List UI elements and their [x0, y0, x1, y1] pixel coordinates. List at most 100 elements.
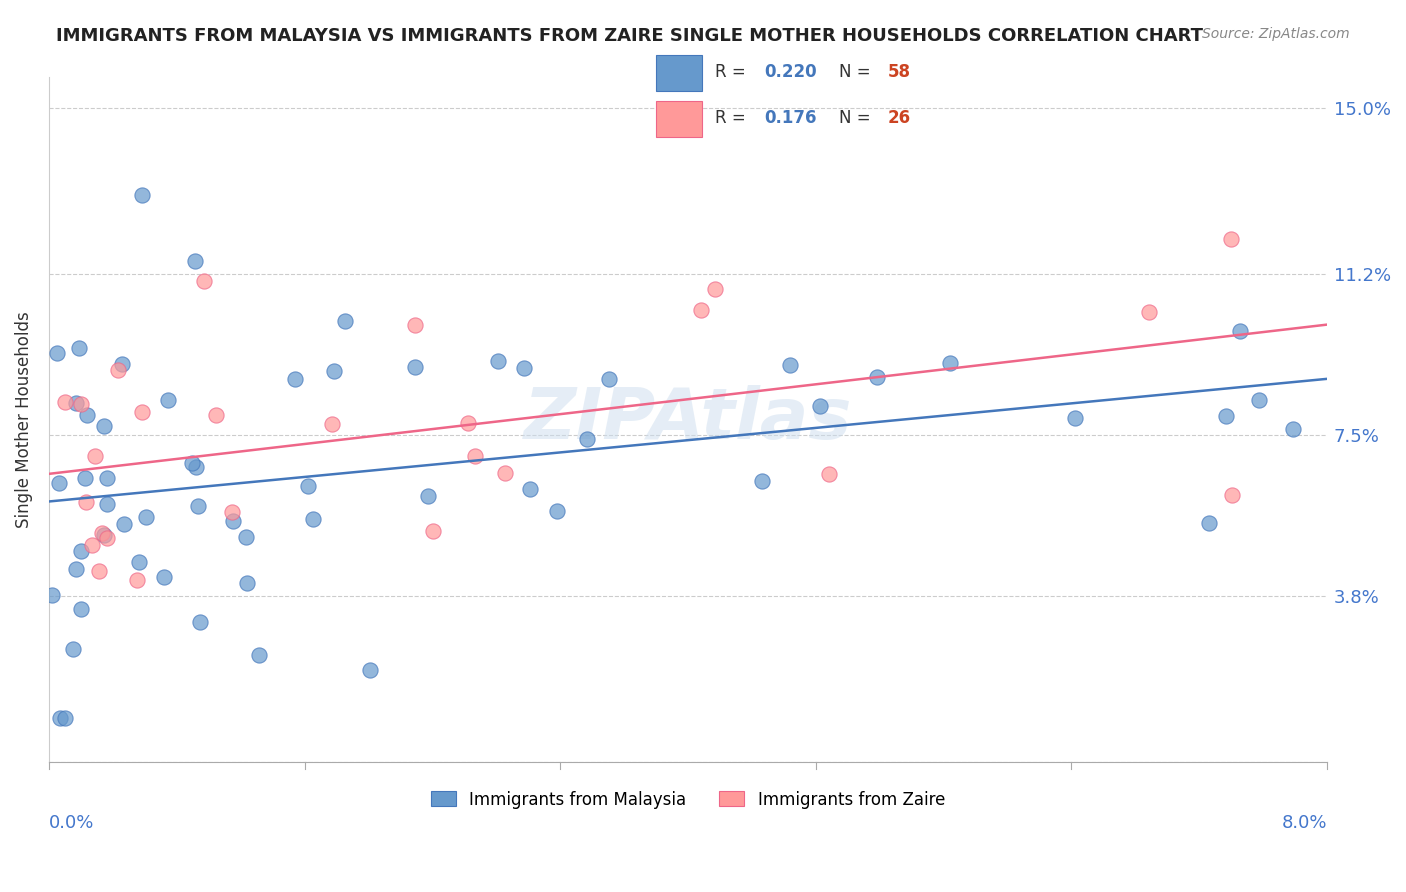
Malaysia	[235, 530, 257, 544]
Malaysia	[76, 409, 98, 423]
Text: 0.176: 0.176	[765, 110, 817, 128]
Zaire	[494, 466, 516, 480]
Malaysia	[486, 354, 509, 368]
Text: IMMIGRANTS FROM MALAYSIA VS IMMIGRANTS FROM ZAIRE SINGLE MOTHER HOUSEHOLDS CORRE: IMMIGRANTS FROM MALAYSIA VS IMMIGRANTS F…	[56, 27, 1204, 45]
Malaysia	[779, 358, 801, 372]
FancyBboxPatch shape	[657, 101, 703, 137]
Malaysia	[546, 503, 568, 517]
Malaysia	[188, 615, 211, 629]
Zaire	[205, 408, 228, 422]
Malaysia	[184, 459, 207, 474]
Zaire	[703, 282, 725, 296]
Y-axis label: Single Mother Households: Single Mother Households	[15, 311, 32, 528]
Malaysia	[184, 253, 207, 268]
Malaysia	[404, 359, 426, 374]
Zaire	[193, 274, 215, 288]
Malaysia	[55, 711, 77, 725]
Malaysia	[73, 471, 96, 485]
Malaysia	[938, 356, 960, 370]
Malaysia	[513, 360, 536, 375]
Malaysia	[1215, 409, 1237, 424]
Text: R =: R =	[714, 110, 751, 128]
Malaysia	[93, 419, 115, 434]
Zaire	[321, 417, 343, 432]
Malaysia	[128, 555, 150, 569]
Zaire	[87, 565, 110, 579]
Zaire	[818, 467, 841, 481]
Zaire	[457, 417, 479, 431]
Malaysia	[93, 528, 115, 542]
Text: N =: N =	[838, 63, 876, 81]
Malaysia	[67, 341, 90, 355]
Zaire	[90, 525, 112, 540]
Zaire	[464, 449, 486, 463]
Zaire	[125, 573, 148, 587]
Malaysia	[751, 475, 773, 489]
Zaire	[83, 450, 105, 464]
Malaysia	[519, 483, 541, 497]
Malaysia	[65, 396, 87, 410]
Malaysia	[70, 544, 93, 558]
Zaire	[1137, 304, 1160, 318]
Malaysia	[247, 648, 270, 662]
Malaysia	[236, 576, 259, 591]
Text: 58: 58	[889, 63, 911, 81]
Malaysia	[45, 346, 67, 360]
Malaysia	[62, 642, 84, 657]
Malaysia	[302, 511, 325, 525]
Malaysia	[70, 602, 93, 616]
Malaysia	[359, 664, 381, 678]
Zaire	[1220, 488, 1243, 502]
Malaysia	[181, 456, 204, 470]
Text: 0.0%: 0.0%	[49, 814, 94, 832]
Malaysia	[41, 589, 63, 603]
Malaysia	[1282, 422, 1305, 436]
Text: 26: 26	[889, 110, 911, 128]
Zaire	[422, 524, 444, 538]
Malaysia	[187, 499, 209, 513]
Malaysia	[1249, 392, 1271, 407]
Zaire	[1220, 232, 1243, 246]
Malaysia	[222, 514, 245, 528]
Malaysia	[866, 369, 889, 384]
Malaysia	[323, 364, 346, 378]
FancyBboxPatch shape	[657, 55, 703, 91]
Malaysia	[135, 509, 157, 524]
Zaire	[80, 538, 103, 552]
Zaire	[404, 318, 426, 333]
Malaysia	[112, 517, 135, 532]
Malaysia	[576, 432, 599, 446]
Text: ZIPAtlas: ZIPAtlas	[523, 385, 852, 454]
Legend: Immigrants from Malaysia, Immigrants from Zaire: Immigrants from Malaysia, Immigrants fro…	[425, 784, 952, 815]
Malaysia	[598, 372, 620, 386]
Malaysia	[335, 313, 357, 327]
Malaysia	[1198, 516, 1220, 531]
Text: 8.0%: 8.0%	[1281, 814, 1327, 832]
Text: Source: ZipAtlas.com: Source: ZipAtlas.com	[1202, 27, 1350, 41]
Zaire	[689, 302, 711, 317]
Zaire	[221, 505, 243, 519]
Text: N =: N =	[838, 110, 876, 128]
Zaire	[96, 532, 118, 546]
Zaire	[107, 363, 129, 377]
Malaysia	[65, 561, 87, 575]
Malaysia	[156, 392, 179, 407]
Text: 0.220: 0.220	[765, 63, 817, 81]
Malaysia	[131, 188, 153, 202]
Zaire	[75, 495, 97, 509]
Malaysia	[1229, 324, 1251, 338]
Malaysia	[284, 372, 307, 386]
Malaysia	[96, 471, 118, 485]
Zaire	[53, 395, 76, 409]
Zaire	[70, 397, 93, 411]
Malaysia	[416, 489, 439, 503]
Malaysia	[96, 497, 118, 511]
Malaysia	[1064, 410, 1087, 425]
Malaysia	[48, 711, 70, 725]
Malaysia	[48, 476, 70, 491]
Zaire	[131, 405, 153, 419]
Malaysia	[153, 570, 176, 584]
Malaysia	[297, 479, 319, 493]
Malaysia	[111, 357, 134, 371]
Malaysia	[808, 400, 831, 414]
